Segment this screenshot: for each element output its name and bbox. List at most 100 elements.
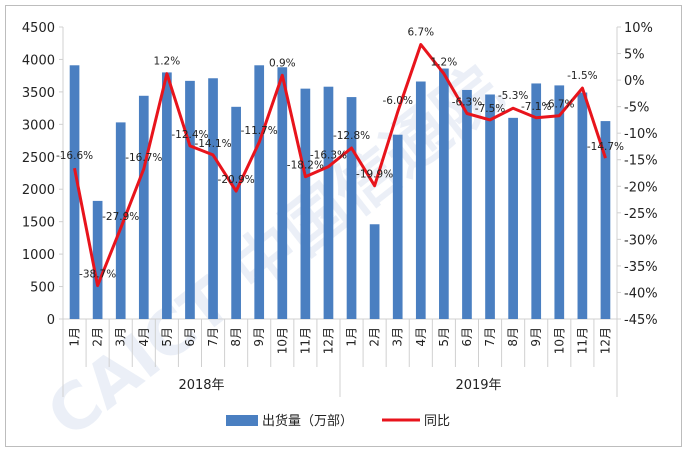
yoy-data-label: -20.9% (218, 174, 255, 186)
x-category-label: 11月 (575, 327, 589, 354)
x-axis: 1月 2月 3月 4月 5月 6月 7月 8月 9月 10月 11月 12月 1月 2月 3月 4月 5月 6月 7… (62, 319, 618, 397)
x-category-label: 12月 (321, 327, 335, 354)
bar (69, 65, 80, 319)
line-series (73, 43, 607, 288)
yoy-data-label: -1.5% (567, 70, 597, 82)
yoy-data-label: -11.7% (241, 125, 278, 137)
x-group-label: 2019年 (455, 378, 501, 393)
yoy-data-label: -12.8% (333, 130, 370, 142)
y-tick-label: 2500 (22, 151, 55, 166)
x-category-label: 1月 (345, 327, 359, 347)
x-category-label: 7月 (206, 327, 220, 347)
yoy-data-label: -14.7% (587, 141, 624, 153)
yoy-line (73, 43, 607, 288)
bar (485, 94, 495, 320)
bar (392, 134, 403, 319)
yoy-data-label: -6.0% (382, 95, 412, 107)
yoy-data-label: -12.4% (171, 129, 208, 141)
x-category-label: 11月 (298, 327, 312, 354)
y-tick-label: 1000 (22, 248, 55, 263)
y-tick-label: 500 (30, 281, 55, 296)
yoy-data-label: -19.9% (356, 169, 393, 181)
y2-tick-label: -25% (624, 207, 658, 222)
yoy-data-label: 6.7% (407, 27, 434, 39)
x-category-label: 4月 (137, 327, 151, 347)
y2-tick-label: -5% (624, 101, 649, 116)
bar-series (69, 65, 611, 320)
x-category-label: 9月 (252, 327, 266, 347)
bar (531, 83, 542, 319)
yoy-data-label: 0.9% (269, 57, 296, 69)
y-axis-right: 10% 5% 0% -5% -10% -15% -20% -25% -30% -35% -40% -4… (617, 21, 658, 328)
x-category-label: 10月 (552, 327, 566, 354)
bar (323, 86, 334, 319)
bar (508, 117, 518, 319)
x-category-label: 7月 (483, 327, 497, 347)
bar (115, 122, 126, 320)
legend-bar-swatch (226, 415, 258, 426)
x-group-label: 2018年 (178, 378, 224, 393)
x-category-label: 12月 (598, 327, 612, 354)
bar (600, 121, 611, 319)
y2-tick-label: -20% (624, 180, 658, 195)
bar (300, 88, 311, 320)
bar (185, 80, 195, 319)
x-category-label: 5月 (437, 327, 451, 347)
bar (439, 68, 449, 319)
yoy-data-label: -14.1% (194, 138, 231, 150)
x-category-label: 8月 (229, 327, 243, 347)
bar (415, 81, 426, 319)
x-category-label: 4月 (414, 327, 428, 347)
bar (462, 89, 472, 319)
yoy-data-label: -7.5% (475, 103, 505, 115)
bar (162, 72, 172, 319)
yoy-data-label: 1.2% (431, 57, 458, 69)
yoy-data-label: -5.3% (498, 90, 528, 102)
yoy-data-label: -16.7% (125, 152, 162, 164)
y-tick-label: 4500 (22, 21, 55, 36)
legend-line-label: 同比 (424, 414, 450, 429)
x-category-label: 1月 (68, 327, 82, 347)
bar (369, 224, 380, 319)
bar (254, 65, 265, 319)
bar (208, 78, 218, 319)
y2-tick-label: -15% (624, 154, 658, 169)
x-category-label: 9月 (529, 327, 543, 347)
bar (277, 67, 288, 319)
bar (346, 97, 357, 319)
bar (92, 200, 103, 319)
x-category-label: 8月 (506, 327, 520, 347)
yoy-data-label: -27.9% (102, 211, 139, 223)
y-tick-label: 2000 (22, 183, 55, 198)
yoy-data-label: -38.7% (79, 269, 116, 281)
y-tick-label: 1500 (22, 216, 55, 231)
yoy-data-label: -6.3% (452, 97, 482, 109)
y-tick-label: 4000 (22, 53, 55, 68)
yoy-data-label: -6.7% (544, 99, 574, 111)
x-category-label: 6月 (183, 327, 197, 347)
y-tick-label: 3000 (22, 118, 55, 133)
y2-tick-label: -10% (624, 127, 658, 142)
bar (577, 92, 588, 319)
data-labels: -16.6% -38.7% -27.9% -16.7% 1.2% -12.4%-14.1%… (56, 27, 624, 281)
yoy-data-label: 1.2% (154, 56, 181, 68)
y-tick-label: 0 (47, 313, 55, 328)
yoy-data-label: -7.1% (521, 101, 551, 113)
y2-tick-label: -40% (624, 286, 658, 301)
y2-tick-label: 5% (624, 48, 645, 63)
y2-tick-label: -45% (624, 313, 658, 328)
y2-tick-label: 10% (624, 21, 653, 36)
bar (231, 106, 241, 320)
x-category-label: 10月 (275, 327, 289, 354)
yoy-data-label: -18.2% (287, 160, 324, 172)
y-axis-left: 0 500 1000 1500 2000 2500 3000 3500 4000 4500 (22, 21, 63, 328)
bar (554, 85, 565, 320)
y2-tick-label: -30% (624, 233, 658, 248)
x-category-label: 2月 (368, 327, 382, 347)
bar (138, 95, 149, 319)
y2-tick-label: 0% (624, 74, 645, 89)
x-category-label: 3月 (114, 327, 128, 347)
yoy-data-label: -16.6% (56, 150, 93, 162)
